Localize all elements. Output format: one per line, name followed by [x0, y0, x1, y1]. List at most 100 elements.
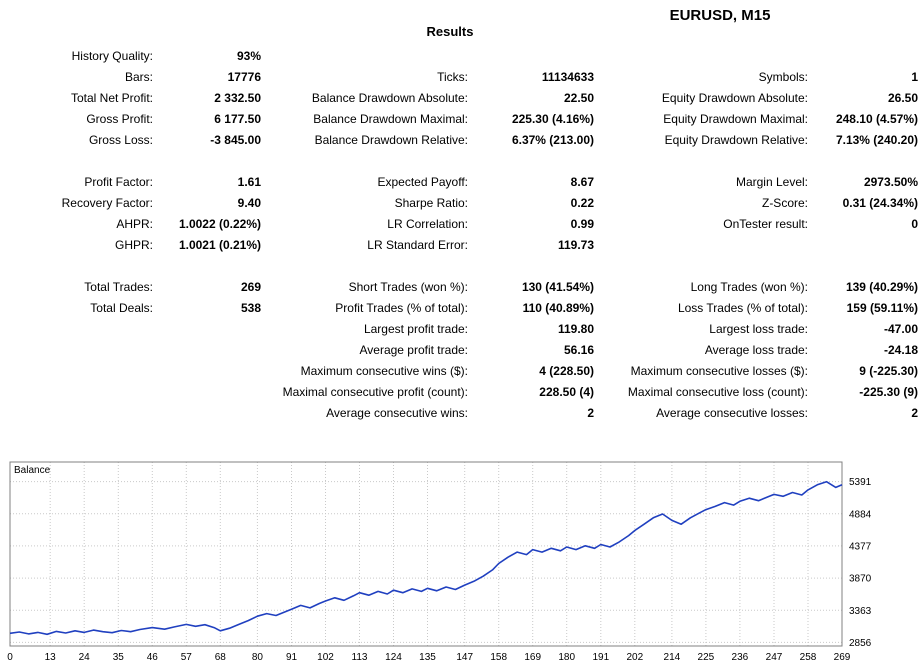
stat-label: Balance Drawdown Absolute:	[311, 91, 468, 105]
stat-value: 22.50	[563, 91, 594, 105]
stat-value: 110 (40.89%)	[522, 301, 594, 315]
stat-label: Bars:	[124, 70, 153, 84]
stat-label: Sharpe Ratio:	[394, 196, 468, 210]
stat-label: AHPR:	[116, 217, 153, 231]
stat-value: 269	[240, 280, 261, 294]
stat-value: 1.0022 (0.22%)	[178, 217, 261, 231]
stat-value: 2	[911, 406, 918, 420]
stat-value: 26.50	[887, 91, 918, 105]
chart-border	[9, 461, 843, 647]
y-axis-tick-label: 3870	[849, 574, 872, 585]
y-axis-tick-label: 4884	[849, 509, 872, 520]
stat-label	[0, 340, 155, 361]
stat-value: 1.0021 (0.21%)	[178, 238, 261, 252]
stat-label: Gross Loss:	[88, 133, 153, 147]
stat-label: Average profit trade:	[359, 343, 468, 357]
stat-value	[810, 46, 922, 67]
stat-label: Short Trades (won %):	[348, 280, 468, 294]
stat-value: 8.67	[570, 175, 594, 189]
stat-label: Maximal consecutive profit (count):	[282, 385, 468, 399]
stat-label: Balance Drawdown Maximal:	[313, 112, 468, 126]
stat-label	[0, 382, 155, 403]
stat-label: Long Trades (won %):	[690, 280, 808, 294]
chart-grid	[9, 462, 843, 646]
balance-line	[9, 480, 843, 636]
stat-value: 119.73	[557, 238, 594, 252]
stat-value: -24.18	[883, 343, 918, 357]
x-axis-tick-label: 57	[181, 652, 193, 663]
stat-value: 2 332.50	[214, 91, 261, 105]
stat-value: 9.40	[237, 196, 261, 210]
y-axis-tick-label: 4377	[849, 541, 872, 552]
stat-value: 225.30 (4.16%)	[511, 112, 594, 126]
stat-value: 1.61	[237, 175, 261, 189]
results-title: Results	[426, 24, 474, 39]
stat-label: History Quality:	[71, 49, 153, 63]
x-axis-tick-label: 46	[147, 652, 159, 663]
x-axis-tick-label: 214	[664, 652, 681, 663]
stat-value: 119.80	[557, 322, 594, 336]
y-axis-tick-label: 3363	[849, 606, 872, 617]
stat-label	[598, 235, 810, 256]
stat-label: Total Net Profit:	[70, 91, 153, 105]
stat-value: 228.50 (4)	[539, 385, 594, 399]
x-axis-tick-label: 247	[766, 652, 783, 663]
x-axis-tick-label: 202	[626, 652, 643, 663]
chart-legend-balance: Balance	[14, 465, 51, 476]
stat-label: Recovery Factor:	[61, 196, 153, 210]
x-axis-tick-label: 135	[419, 652, 436, 663]
x-axis-tick-label: 225	[698, 652, 715, 663]
stat-label: Profit Factor:	[84, 175, 153, 189]
stat-value: 9 (-225.30)	[859, 364, 918, 378]
stat-value: 6.37% (213.00)	[511, 133, 594, 147]
x-axis-tick-label: 236	[732, 652, 749, 663]
stat-value: 1	[911, 70, 918, 84]
stat-value	[155, 361, 265, 382]
stat-label: Largest profit trade:	[363, 322, 468, 336]
x-axis-tick-label: 35	[113, 652, 125, 663]
x-axis-tick-label: 147	[456, 652, 473, 663]
stat-value	[810, 235, 922, 256]
stat-label	[265, 46, 470, 67]
stat-label: Profit Trades (% of total):	[335, 301, 468, 315]
stat-label: Total Trades:	[84, 280, 153, 294]
x-axis-tick-label: 169	[524, 652, 541, 663]
x-axis-tick-label: 68	[215, 652, 227, 663]
stat-label: Total Deals:	[90, 301, 153, 315]
x-axis-tick-label: 0	[7, 652, 13, 663]
x-axis-tick-label: 80	[252, 652, 264, 663]
stat-value	[155, 319, 265, 340]
stat-value: 17776	[227, 70, 261, 84]
stat-label: Maximum consecutive wins ($):	[300, 364, 468, 378]
spacer-row	[0, 151, 922, 173]
stat-value: 2	[587, 406, 594, 420]
stat-value	[155, 382, 265, 403]
stat-label: Equity Drawdown Maximal:	[663, 112, 808, 126]
stat-value: 4 (228.50)	[539, 364, 594, 378]
stat-value: 11134633	[541, 70, 594, 84]
stat-value: 0.22	[570, 196, 594, 210]
stats-table: History Quality: 93% Bars: 17776 Ticks: 11134…	[0, 46, 922, 424]
stat-label: Ticks:	[437, 70, 468, 84]
stat-label: Equity Drawdown Relative:	[664, 133, 808, 147]
stat-value: 139 (40.29%)	[845, 280, 918, 294]
x-axis-tick-label: 13	[45, 652, 57, 663]
stat-label: Expected Payoff:	[377, 175, 468, 189]
stat-label: Maximal consecutive loss (count):	[627, 385, 808, 399]
stat-label: LR Correlation:	[387, 217, 468, 231]
stat-label	[0, 319, 155, 340]
stat-label: GHPR:	[114, 238, 153, 252]
stat-value: 0.31 (24.34%)	[842, 196, 918, 210]
stat-label: Maximum consecutive losses ($):	[630, 364, 808, 378]
stat-value: 7.13% (240.20)	[835, 133, 918, 147]
stat-label	[598, 46, 810, 67]
stat-value: -47.00	[883, 322, 918, 336]
stat-value: 159 (59.11%)	[846, 301, 918, 315]
x-axis-tick-label: 258	[800, 652, 817, 663]
stat-label: Balance Drawdown Relative:	[314, 133, 468, 147]
stat-value	[155, 403, 265, 424]
stat-label: Average loss trade:	[704, 343, 808, 357]
stat-value: 6 177.50	[214, 112, 261, 126]
stat-value: -3 845.00	[210, 133, 261, 147]
